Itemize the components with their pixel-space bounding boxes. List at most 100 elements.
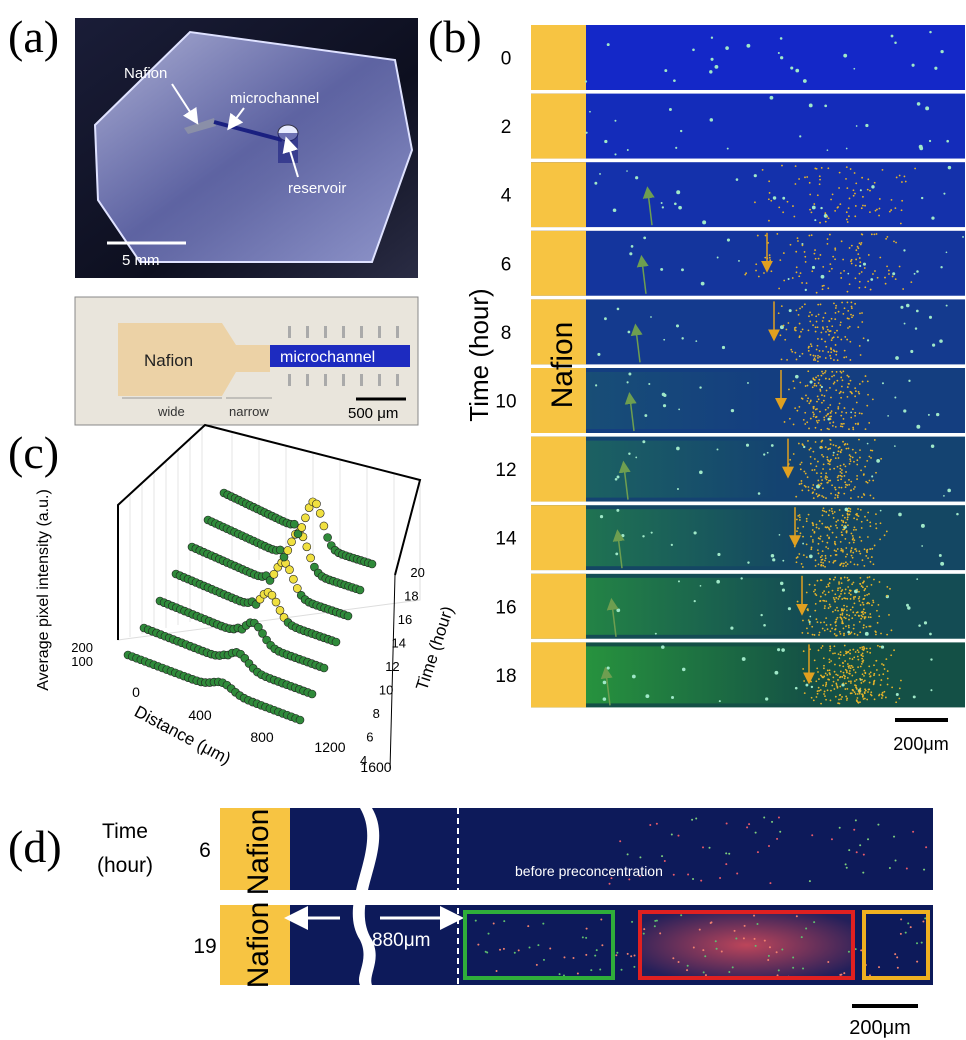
dot <box>851 547 853 549</box>
dot <box>809 104 813 108</box>
dot <box>731 409 734 412</box>
dot <box>907 606 910 609</box>
dot <box>823 667 825 669</box>
dot <box>661 645 665 649</box>
dot <box>634 954 636 956</box>
dot <box>849 649 851 651</box>
dot <box>841 608 843 610</box>
dot <box>783 325 785 327</box>
dot <box>898 698 900 700</box>
dot <box>765 697 768 700</box>
dot <box>834 332 836 334</box>
dot <box>529 947 531 949</box>
dot <box>763 624 766 627</box>
dot <box>680 130 682 132</box>
dot <box>861 242 863 244</box>
dot <box>780 56 783 59</box>
dot <box>823 693 825 695</box>
dot <box>824 695 826 697</box>
data-dot <box>332 638 340 646</box>
dot <box>844 407 846 409</box>
dot <box>841 598 843 600</box>
dot <box>847 273 849 275</box>
dot <box>866 594 868 596</box>
dot <box>869 652 871 654</box>
dot <box>843 608 845 610</box>
dot <box>669 108 672 111</box>
dot <box>841 472 843 474</box>
dot <box>843 528 845 530</box>
dot <box>829 669 831 671</box>
green-glow <box>586 441 778 498</box>
dot <box>784 339 786 341</box>
dot <box>800 272 802 274</box>
dot <box>664 69 667 72</box>
dot <box>925 106 929 110</box>
dot <box>780 334 782 336</box>
dot <box>922 920 924 922</box>
dot <box>828 659 830 661</box>
dot <box>863 670 865 672</box>
dot <box>727 148 729 150</box>
dot <box>818 563 820 565</box>
dot <box>843 633 845 635</box>
dot <box>936 413 939 416</box>
dot <box>846 375 848 377</box>
dot <box>816 321 818 323</box>
mark <box>288 374 291 386</box>
dot <box>804 176 806 178</box>
dot <box>869 682 871 684</box>
dot <box>855 686 857 688</box>
dot <box>853 517 855 519</box>
dot <box>814 249 816 251</box>
dot <box>829 355 831 357</box>
dot <box>867 536 869 538</box>
dot <box>831 484 833 486</box>
dot <box>835 344 837 346</box>
dot <box>742 657 746 661</box>
dot <box>840 590 842 592</box>
dot <box>709 70 712 73</box>
dot <box>872 273 874 275</box>
dot <box>792 967 794 969</box>
dot <box>854 548 856 550</box>
dot <box>850 692 852 694</box>
dot <box>829 422 831 424</box>
tick-label: 4 <box>360 753 367 768</box>
dot <box>710 921 712 923</box>
dot <box>828 561 830 563</box>
dot <box>851 675 853 677</box>
dot <box>824 566 826 568</box>
dot <box>642 440 645 443</box>
dot <box>577 972 579 974</box>
dot <box>769 192 771 194</box>
dot <box>780 582 783 585</box>
dot <box>837 450 839 452</box>
dot <box>843 972 845 974</box>
dot <box>631 245 634 248</box>
dot <box>834 633 836 635</box>
dot <box>813 355 815 357</box>
dot <box>856 125 858 127</box>
dot <box>812 541 814 543</box>
dot <box>807 370 809 372</box>
dot <box>840 671 842 673</box>
scale-label: 500 μm <box>348 405 398 422</box>
dot <box>820 561 822 563</box>
dot <box>853 68 855 70</box>
dot <box>792 380 794 382</box>
dot <box>663 394 666 397</box>
dot <box>841 582 843 584</box>
dot <box>815 427 817 429</box>
dot <box>796 530 798 532</box>
dot <box>874 698 876 700</box>
dot <box>817 690 819 692</box>
dot <box>821 386 823 388</box>
dot <box>802 536 804 538</box>
dot <box>762 169 764 171</box>
dot <box>615 478 618 481</box>
dot <box>830 412 832 414</box>
dot <box>795 69 799 73</box>
dot <box>596 949 598 951</box>
dot <box>650 316 652 318</box>
